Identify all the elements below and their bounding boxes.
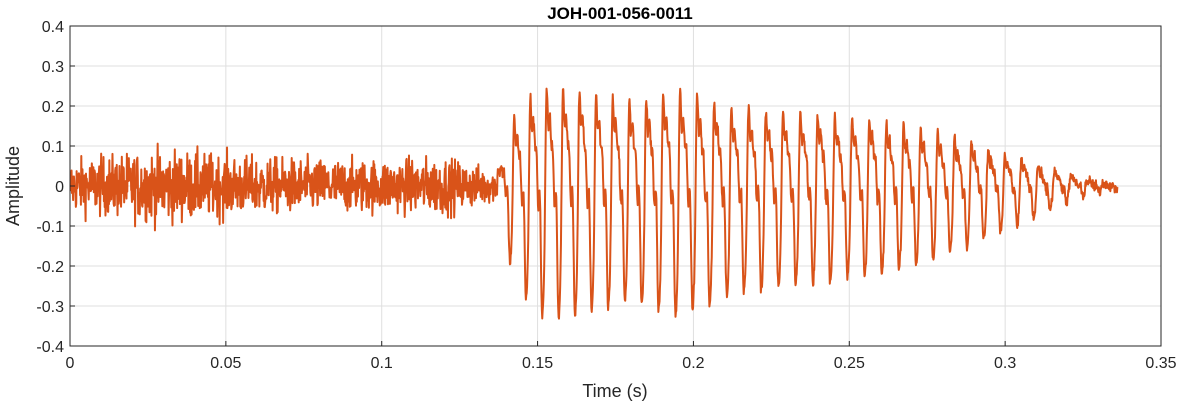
y-tick-label: -0.4 <box>36 339 64 356</box>
x-axis-label: Time (s) <box>582 381 647 401</box>
x-tick-label: 0.1 <box>371 355 393 372</box>
y-tick-label: -0.1 <box>36 219 64 236</box>
series-line-amplitude <box>70 87 1119 320</box>
y-axis-label: Amplitude <box>3 146 23 226</box>
chart-title: JOH-001-056-0011 <box>547 4 693 23</box>
y-tick-label: 0.2 <box>42 99 64 116</box>
y-tick-label: -0.3 <box>36 299 64 316</box>
x-tick-label: 0.3 <box>994 355 1016 372</box>
x-tick-label: 0 <box>66 355 75 372</box>
x-tick-label: 0.15 <box>522 355 553 372</box>
y-tick-label: 0.3 <box>42 59 64 76</box>
x-tick-label: 0.25 <box>834 355 865 372</box>
y-tick-label: 0.4 <box>42 19 64 36</box>
x-tick-label: 0.35 <box>1145 355 1176 372</box>
x-tick-label: 0.2 <box>682 355 704 372</box>
x-axis-ticks: 0 0.05 0.1 0.15 0.2 0.25 0.3 0.35 <box>66 341 1177 372</box>
x-tick-label: 0.05 <box>210 355 241 372</box>
y-tick-label: -0.2 <box>36 259 64 276</box>
y-tick-label: 0 <box>55 179 64 196</box>
plot-area <box>70 87 1119 320</box>
y-tick-label: 0.1 <box>42 139 64 156</box>
y-axis-ticks: -0.4 -0.3 -0.2 -0.1 0 0.1 0.2 0.3 0.4 <box>36 19 75 356</box>
